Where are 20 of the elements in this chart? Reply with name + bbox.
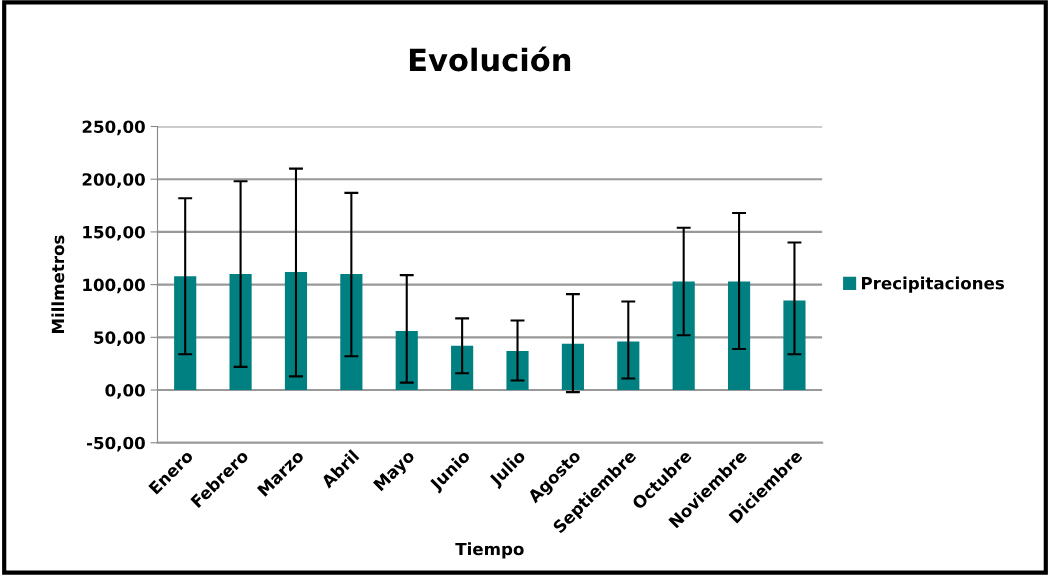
y-tick-label: 100,00	[83, 278, 145, 294]
bar	[229, 274, 252, 391]
bar	[672, 281, 695, 391]
legend-label: Precipitaciones	[861, 276, 1004, 293]
bar	[340, 274, 363, 391]
bar	[451, 345, 474, 391]
chart-title: Evolución	[409, 46, 571, 72]
y-tick-label: 250,00	[82, 120, 145, 136]
y-tick-label: 150,00	[83, 225, 145, 241]
bar	[395, 331, 418, 391]
bar	[174, 276, 197, 391]
y-axis-title: Millmetros	[51, 235, 65, 334]
y-tick-label: 50,00	[94, 331, 145, 347]
y-tick-label: 200,00	[82, 173, 145, 188]
bar	[727, 281, 751, 391]
bar	[617, 341, 640, 391]
y-tick-label: -50,00	[86, 436, 145, 452]
x-axis-title: Tiempo	[455, 542, 524, 559]
y-tick-label: 0,00	[105, 384, 145, 399]
bar	[783, 300, 806, 391]
